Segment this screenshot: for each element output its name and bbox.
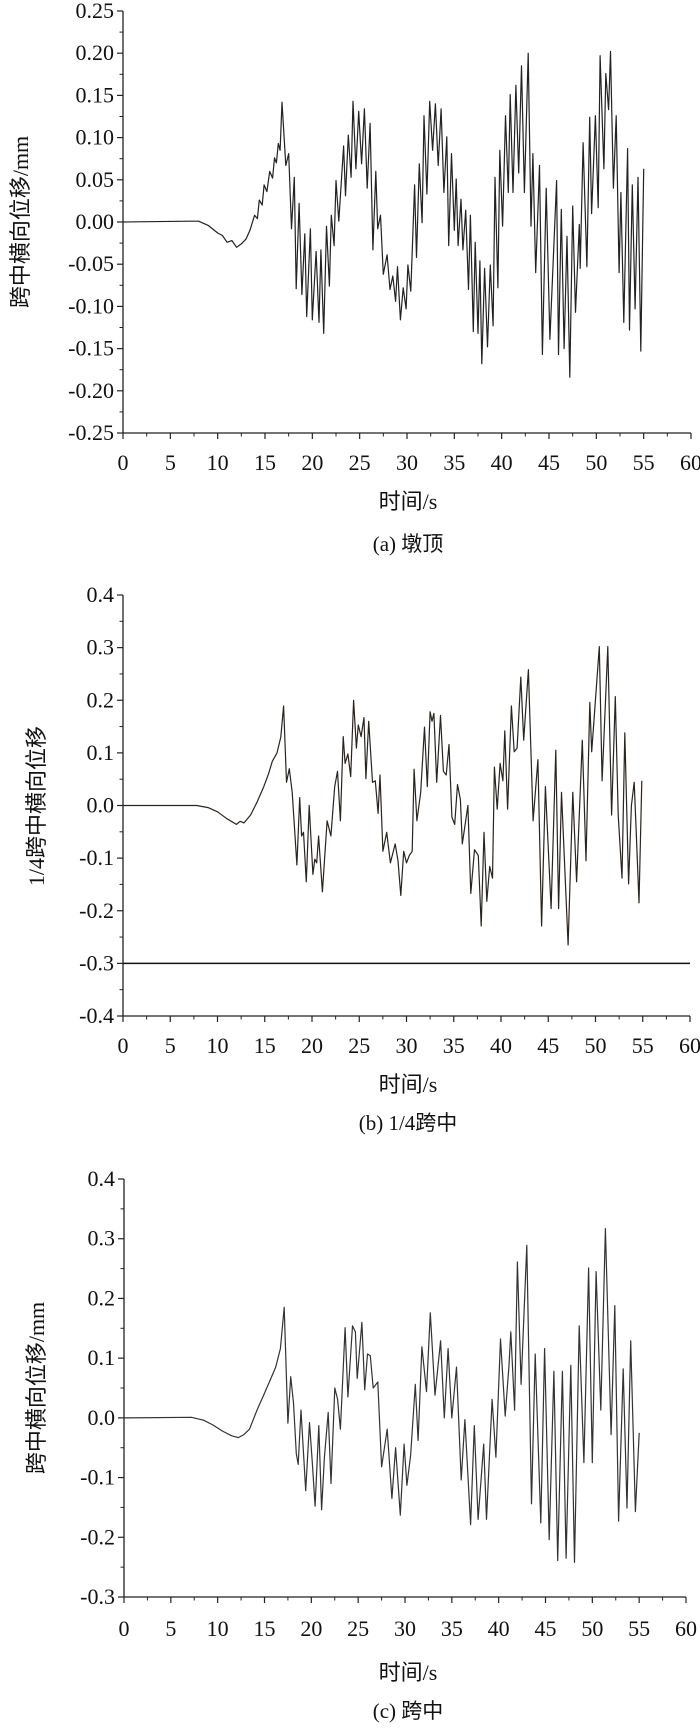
y-tick-label: 0.2 [87,687,115,712]
x-tick-label: 30 [396,1033,418,1058]
y-tick-label: -0.1 [80,1465,115,1490]
x-tick-label: 20 [300,1616,322,1641]
x-tick-label: 60 [675,1616,697,1641]
chart-caption: (b) 1/4跨中 [359,1111,458,1135]
x-tick-label: 20 [301,450,323,475]
x-tick-label: 55 [632,1033,654,1058]
x-tick-label: 10 [207,1616,229,1641]
chart-panel-c: 跨中横向位移/mm 时间/s (c) 跨中 0 5 10 15 20 25 30 35 40 45… [24,1166,697,1723]
chart-panel-a: 跨中横向位移/mm 时间/s (a) 墩顶 0 5 10 15 20 25 30 35 40 45… [8,0,700,556]
y-tick-label: -0.3 [80,1584,115,1609]
x-tick-label: 50 [581,1616,603,1641]
x-tick-label: 5 [165,1033,176,1058]
y-tick-label: 0.1 [88,1345,116,1370]
x-tick-label: 45 [535,1616,557,1641]
x-tick-label: 30 [396,450,418,475]
x-tick-label: 60 [679,1033,700,1058]
x-tick-label: 15 [254,450,276,475]
x-tick-label: 60 [680,450,700,475]
x-tick-label: 0 [118,450,129,475]
x-tick-label: 25 [347,1616,369,1641]
y-tick-label: 0.3 [87,635,115,660]
y-axis-label: 跨中横向位移/mm [8,136,33,308]
y-axis-label: 跨中横向位移/mm [24,1302,49,1474]
x-tick-label: 0 [118,1033,129,1058]
y-tick-label: 0.4 [88,1166,116,1191]
y-tick-label: -0.25 [68,420,114,445]
y-tick-label: -0.20 [68,378,114,403]
x-tick-label: 0 [119,1616,130,1641]
chart-panel-b: 1/4跨中横向位移 时间/s (b) 1/4跨中 0 5 10 15 20 25 30 35 4… [24,582,700,1135]
y-tick-label: -0.1 [79,845,114,870]
x-tick-label: 15 [254,1616,276,1641]
y-tick-label: 0.4 [87,582,115,607]
x-axis-label: 时间/s [379,1072,438,1097]
x-tick-label: 20 [301,1033,323,1058]
x-tick-label: 40 [491,450,513,475]
y-tick-label: -0.4 [79,1003,114,1028]
x-tick-label: 30 [394,1616,416,1641]
y-tick-label: -0.2 [80,1524,115,1549]
x-tick-label: 35 [443,1033,465,1058]
y-tick-label: 0.1 [87,740,115,765]
x-tick-label: 15 [254,1033,276,1058]
y-tick-label: -0.15 [68,336,114,361]
x-axis-label: 时间/s [379,1660,438,1685]
y-tick-label: 0.20 [76,40,115,65]
y-tick-label: 0.3 [88,1226,116,1251]
x-tick-label: 25 [349,450,371,475]
y-tick-label: 0.05 [76,167,115,192]
y-tick-label: 0.0 [88,1405,116,1430]
x-tick-label: 5 [165,450,176,475]
y-tick-label: 0.0 [87,793,115,818]
x-tick-label: 45 [538,450,560,475]
x-tick-label: 25 [348,1033,370,1058]
series-line [123,645,643,946]
x-tick-label: 50 [585,450,607,475]
x-tick-label: 40 [488,1616,510,1641]
x-tick-label: 35 [443,450,465,475]
y-tick-label: 0.25 [76,0,115,23]
y-tick-label: 0.10 [76,125,115,150]
y-tick-label: 0.00 [76,209,115,234]
x-tick-label: 5 [165,1616,176,1641]
chart-caption: (a) 墩顶 [373,532,444,556]
x-tick-label: 40 [490,1033,512,1058]
x-tick-label: 10 [207,450,229,475]
y-tick-label: -0.10 [68,293,114,318]
x-tick-label: 35 [441,1616,463,1641]
series-line [122,50,645,378]
x-tick-label: 55 [633,450,655,475]
x-tick-label: 55 [628,1616,650,1641]
x-axis-label: 时间/s [379,489,438,514]
y-tick-label: -0.05 [68,251,114,276]
y-tick-label: 0.2 [88,1285,116,1310]
x-tick-label: 50 [585,1033,607,1058]
y-tick-label: -0.2 [79,898,114,923]
y-tick-label: 0.15 [76,82,115,107]
y-axis-label: 1/4跨中横向位移 [24,726,49,886]
x-tick-label: 45 [537,1033,559,1058]
chart-caption: (c) 跨中 [373,1699,444,1723]
y-tick-label: -0.3 [79,950,114,975]
x-tick-label: 10 [207,1033,229,1058]
series-line [123,1227,640,1564]
